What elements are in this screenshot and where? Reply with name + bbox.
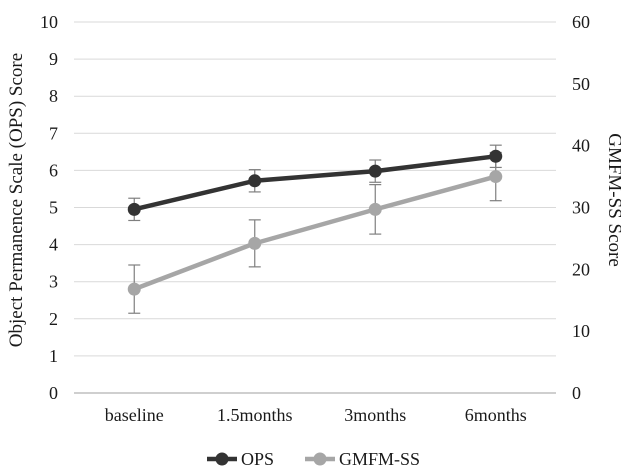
y-tick-label-right: 0 bbox=[572, 383, 581, 403]
y-tick-label-left: 4 bbox=[49, 235, 58, 255]
y-tick-label-right: 40 bbox=[572, 136, 590, 156]
y-tick-label-right: 60 bbox=[572, 12, 590, 32]
y-tick-label-right: 10 bbox=[572, 321, 590, 341]
data-point bbox=[127, 282, 141, 296]
right-y-tick-labels: 0 10 20 30 40 50 60 bbox=[572, 12, 590, 403]
series-ops bbox=[127, 144, 503, 222]
legend-marker bbox=[313, 452, 327, 466]
data-point bbox=[127, 202, 141, 216]
legend: OPS GMFM-SS bbox=[207, 449, 420, 469]
x-tick-labels: baseline 1.5months 3months 6months bbox=[105, 405, 527, 425]
legend-item-gmfm-ss: GMFM-SS bbox=[305, 449, 420, 469]
data-point bbox=[368, 164, 382, 178]
x-tick-label: 1.5months bbox=[217, 405, 293, 425]
left-y-tick-labels: 0 1 2 3 4 5 6 7 8 9 10 bbox=[40, 12, 58, 403]
right-axis-label: GMFM-SS Score bbox=[604, 133, 621, 267]
y-tick-label-right: 30 bbox=[572, 198, 590, 218]
y-tick-label-right: 50 bbox=[572, 74, 590, 94]
series-line bbox=[133, 154, 497, 212]
y-tick-label-left: 1 bbox=[49, 346, 58, 366]
x-tick-label: baseline bbox=[105, 405, 164, 425]
y-tick-label-left: 10 bbox=[40, 12, 58, 32]
x-tick-label: 3months bbox=[344, 405, 406, 425]
y-tick-label-left: 8 bbox=[49, 86, 58, 106]
legend-marker bbox=[215, 452, 229, 466]
legend-item-ops: OPS bbox=[207, 449, 274, 469]
legend-label: OPS bbox=[241, 449, 274, 469]
series-gmfm-ss bbox=[127, 151, 503, 314]
y-tick-label-left: 5 bbox=[49, 198, 58, 218]
y-tick-label-left: 0 bbox=[49, 383, 58, 403]
x-tick-label: 6months bbox=[465, 405, 527, 425]
data-point bbox=[489, 170, 503, 184]
y-tick-label-right: 20 bbox=[572, 259, 590, 279]
series-line bbox=[133, 174, 497, 292]
data-point bbox=[368, 202, 382, 216]
data-point bbox=[489, 149, 503, 163]
left-axis-label: Object Permanence Scale (OPS) Score bbox=[6, 53, 27, 347]
y-tick-label-left: 9 bbox=[49, 49, 58, 69]
y-tick-label-left: 2 bbox=[49, 309, 58, 329]
y-tick-label-left: 6 bbox=[49, 160, 58, 180]
legend-label: GMFM-SS bbox=[339, 449, 420, 469]
data-point bbox=[248, 174, 262, 188]
plot-area bbox=[127, 144, 503, 314]
data-point bbox=[248, 236, 262, 250]
y-tick-label-left: 7 bbox=[49, 123, 58, 143]
y-tick-label-left: 3 bbox=[49, 272, 58, 292]
